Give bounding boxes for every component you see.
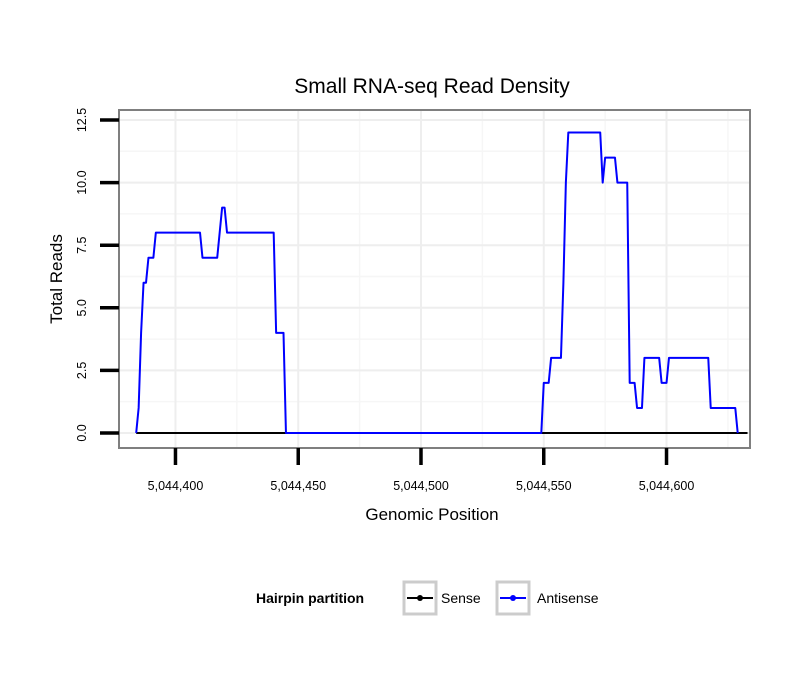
chart-title: Small RNA-seq Read Density xyxy=(294,75,570,98)
y-tick-label: 5.0 xyxy=(75,299,89,316)
legend-key-dot xyxy=(417,595,423,601)
x-tick-label: 5,044,600 xyxy=(639,479,695,493)
y-axis-title: Total Reads xyxy=(47,234,66,324)
x-axis-title: Genomic Position xyxy=(365,505,498,524)
plot-panel xyxy=(119,110,750,448)
y-tick-label: 12.5 xyxy=(75,108,89,132)
x-tick-label: 5,044,400 xyxy=(148,479,204,493)
legend: Hairpin partition Sense Antisense xyxy=(256,580,599,616)
series-line-antisense xyxy=(135,131,739,434)
y-tick-label: 7.5 xyxy=(75,236,89,253)
legend-key-dot xyxy=(510,595,516,601)
legend-label-antisense: Antisense xyxy=(537,590,599,606)
x-tick-label: 5,044,500 xyxy=(393,479,449,493)
y-tick-label: 2.5 xyxy=(75,362,89,379)
legend-label-sense: Sense xyxy=(441,590,481,606)
legend-title: Hairpin partition xyxy=(256,590,364,606)
plot-border xyxy=(118,109,751,449)
y-tick-label: 10.0 xyxy=(75,170,89,194)
x-tick-label: 5,044,450 xyxy=(270,479,326,493)
x-tick-label: 5,044,550 xyxy=(516,479,572,493)
y-tick-label: 0.0 xyxy=(75,424,89,441)
